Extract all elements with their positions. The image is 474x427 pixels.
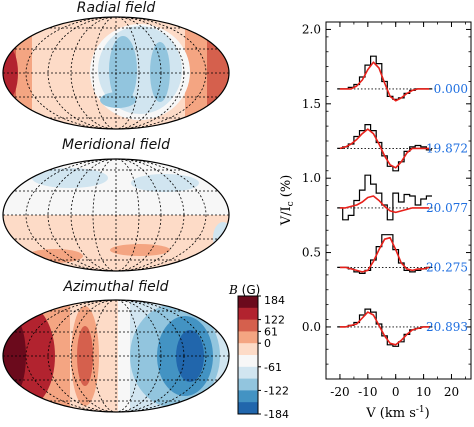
model-profile	[339, 195, 430, 214]
x-tick-label: 10	[416, 385, 431, 399]
colorbar-segment	[238, 366, 258, 379]
colorbar-tick-label: -122	[264, 384, 289, 397]
y-tick-label: 1.0	[302, 171, 321, 185]
axis-ticks: -20 -10 0 10 20 0.0 0.5 1.0 1.5 2.0	[302, 22, 471, 399]
colorbar-segment	[238, 307, 258, 320]
phase-label: 19.872	[426, 141, 468, 155]
colorbar-tick-label: 61	[264, 325, 278, 338]
colorbar-tick-label: 122	[264, 314, 285, 327]
colorbar-segment	[238, 331, 258, 344]
azimuthal-map-title: Azimuthal field	[63, 279, 169, 295]
phase-labels: 0.000 19.872 20.077 20.275 20.893	[426, 82, 468, 334]
observed-profiles	[337, 55, 432, 347]
colorbar-tick-label: 184	[264, 294, 285, 307]
colorbar-segment	[238, 390, 258, 403]
y-axis-label: V/Ic (%)	[279, 175, 296, 227]
x-axis-label: V (km s-1)	[365, 405, 429, 421]
y-tick-label: 2.0	[302, 22, 321, 36]
model-profiles	[339, 61, 430, 346]
phase-label: 0.000	[434, 82, 468, 96]
colorbar-variable: B	[229, 283, 238, 297]
colorbar-tick-label: 0	[264, 337, 271, 350]
colorbar-tick-label: -61	[264, 361, 282, 374]
model-profile	[339, 236, 430, 273]
colorbar-segment	[238, 343, 258, 356]
meridional-map-border	[2, 158, 230, 272]
y-tick-label: 0.0	[302, 320, 321, 334]
phase-label: 20.077	[426, 201, 468, 215]
model-profile	[339, 311, 430, 346]
azimuthal-map-border	[2, 299, 230, 413]
colorbar-segment	[238, 355, 258, 368]
colorbar-segment	[238, 402, 258, 415]
observed-profile	[337, 55, 432, 100]
radial-map-border	[2, 16, 230, 130]
x-tick-label: 20	[444, 385, 459, 399]
observed-profile	[337, 234, 432, 274]
model-profile	[339, 128, 430, 169]
colorbar-segment	[238, 378, 258, 391]
colorbar-segment	[238, 296, 258, 309]
phase-label: 20.893	[426, 320, 468, 334]
y-tick-label: 1.5	[302, 97, 321, 111]
colorbar-tick-label: -184	[264, 408, 289, 421]
phase-label: 20.275	[426, 260, 468, 274]
meridional-map-title: Meridional field	[62, 137, 170, 153]
colorbar-unit: (G)	[241, 283, 261, 297]
observed-profile	[337, 174, 432, 221]
colorbar-segment	[238, 319, 258, 332]
x-tick-label: -10	[358, 385, 377, 399]
x-tick-label: 0	[392, 385, 400, 399]
colorbar-frame	[237, 295, 259, 415]
colorbar-label: B (G)	[229, 283, 260, 297]
radial-map-title: Radial field	[76, 0, 156, 16]
model-profile	[339, 61, 430, 102]
x-tick-label: -20	[330, 385, 349, 399]
y-tick-label: 0.5	[302, 246, 321, 260]
